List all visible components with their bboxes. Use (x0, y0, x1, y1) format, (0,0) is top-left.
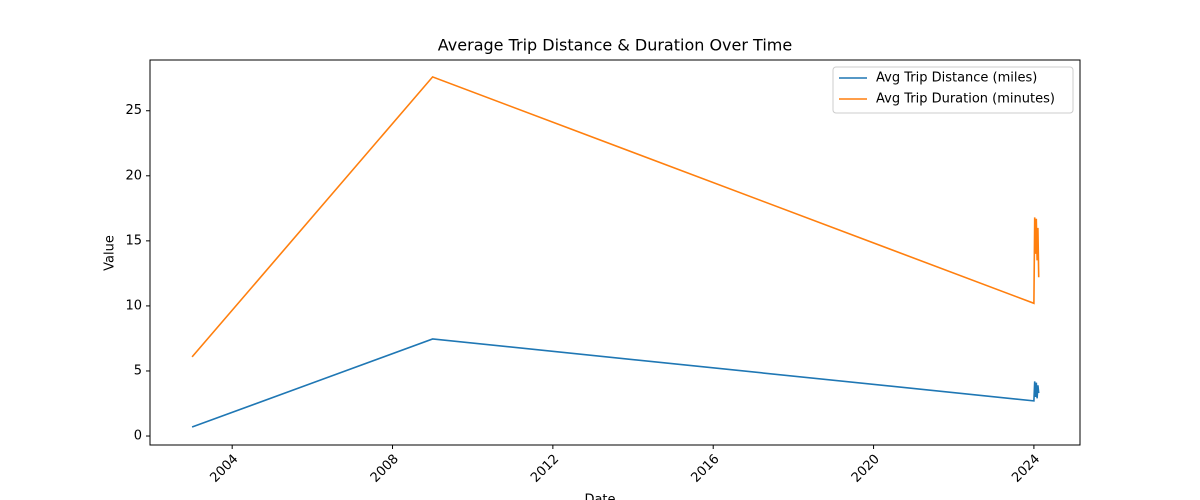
x-tick-label: 2004 (207, 452, 241, 486)
x-axis-label: Date (584, 493, 615, 500)
chart-title: Average Trip Distance & Duration Over Ti… (438, 36, 792, 55)
y-axis-label: Value (103, 235, 118, 271)
x-tick-label: 2008 (368, 452, 402, 486)
y-tick-label: 15 (125, 233, 142, 248)
legend-box (832, 66, 1074, 114)
x-tick-label: 2020 (849, 452, 883, 486)
y-tick-label: 20 (125, 168, 142, 183)
x-tick-label: 2016 (689, 452, 723, 486)
series-line (191, 75, 1040, 358)
series-line (191, 338, 1040, 428)
legend-label: Avg Trip Distance (miles) (876, 71, 1037, 86)
y-tick-label: 0 (134, 429, 142, 444)
x-tick-label: 2024 (1009, 452, 1043, 486)
y-tick-label: 10 (125, 298, 142, 313)
y-tick-label: 5 (134, 363, 142, 378)
x-tick-label: 2012 (528, 452, 562, 486)
y-tick-label: 25 (125, 103, 142, 118)
plot-area (149, 59, 1081, 446)
legend-label: Avg Trip Duration (minutes) (876, 92, 1055, 107)
